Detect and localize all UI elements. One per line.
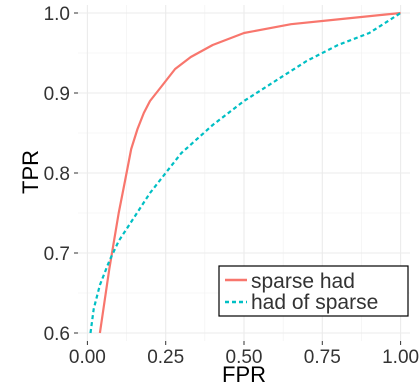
- x-tick-label: 0.75: [304, 347, 341, 368]
- y-tick-label: 1.0: [44, 4, 70, 25]
- x-tick-label: 0.25: [147, 347, 184, 368]
- series-line-sparse-had: [98, 11, 401, 334]
- legend-box: [218, 265, 409, 317]
- legend-label-had-of-sparse: had of sparse: [251, 291, 378, 314]
- y-axis-title: TPR: [18, 150, 43, 194]
- x-tick-label: 0.00: [69, 347, 106, 368]
- x-tick-label: 1.00: [382, 347, 419, 368]
- series-layer: [89, 11, 402, 334]
- x-axis-title: FPR: [222, 362, 266, 387]
- y-tick-label: 0.8: [44, 164, 70, 185]
- tick-layer: 0.00 0.25 0.50 0.75 1.00 0.6 0.7 0.8 0.9 1.0: [44, 4, 419, 368]
- y-tick-label: 0.6: [44, 324, 70, 345]
- legend-label-sparse-had: sparse had: [251, 270, 355, 293]
- y-tick-label: 0.7: [44, 244, 70, 265]
- legend: sparse had had of sparse: [218, 265, 409, 317]
- x-tick-label: 0.50: [226, 347, 263, 368]
- series-line-had-of-sparse: [89, 12, 402, 334]
- y-tick-label: 0.9: [44, 84, 70, 105]
